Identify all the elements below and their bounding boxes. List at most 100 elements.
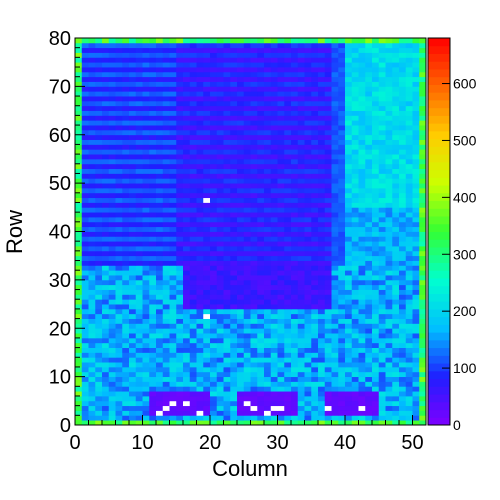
heatmap-cell [392,197,400,203]
heatmap-cell [95,163,103,170]
heatmap-cell [88,294,96,300]
heatmap-cell [284,192,292,199]
heatmap-cell [216,226,224,232]
heatmap-cell [203,255,211,261]
heatmap-cell [412,226,420,232]
heatmap-cell [304,120,312,126]
heatmap-cell [338,347,346,353]
heatmap-cell [399,86,407,92]
heatmap-cell [216,163,224,170]
heatmap-cell [351,420,359,426]
heatmap-cell [129,57,137,63]
heatmap-cell [419,42,427,49]
heatmap-cell [399,81,407,87]
heatmap-cell [142,221,150,228]
heatmap-cell [210,250,218,257]
heatmap-cell [257,304,265,310]
heatmap-cell [237,67,245,73]
heatmap-cell [318,313,326,319]
heatmap-cell [338,246,346,252]
heatmap-cell [142,279,150,286]
heatmap-cell [115,260,123,266]
heatmap-cell [392,149,400,155]
heatmap-cell [324,149,332,155]
heatmap-cell [372,376,380,382]
heatmap-cell [243,149,251,155]
heatmap-cell [156,47,164,53]
heatmap-cell [297,347,305,353]
heatmap-cell [270,391,278,397]
heatmap-cell [162,362,170,368]
heatmap-cell [264,47,272,53]
heatmap-cell [108,391,116,397]
heatmap-cell [250,333,258,339]
heatmap-cell [115,241,123,247]
heatmap-cell [149,415,157,421]
heatmap-cell [277,415,285,421]
colorbar-band [428,130,450,140]
heatmap-cell [358,352,366,358]
heatmap-cell [95,236,103,242]
heatmap-cell [291,347,299,353]
heatmap-cell [237,352,245,358]
heatmap-cell [210,420,218,426]
heatmap-cell [223,139,231,145]
heatmap-cell [270,241,278,247]
heatmap-cell [365,376,373,382]
heatmap-cell [243,323,251,329]
heatmap-cell [102,241,110,247]
heatmap-cell [277,366,285,373]
heatmap-cell [378,91,386,97]
heatmap-cell [196,100,204,107]
heatmap-cell [203,168,211,174]
heatmap-cell [264,105,272,111]
heatmap-cell [129,381,137,387]
heatmap-cell [405,158,413,165]
heatmap-cell [237,250,245,257]
heatmap-cell [162,342,170,348]
heatmap-cell [304,231,312,237]
heatmap-cell [196,294,204,300]
heatmap-cell [149,333,157,339]
heatmap-cell [338,284,346,290]
heatmap-cell [162,313,170,319]
heatmap-cells [75,38,427,426]
heatmap-cell [378,86,386,92]
heatmap-cell [372,400,380,407]
heatmap-cell [345,246,353,252]
heatmap-cell [311,275,319,281]
heatmap-cell [95,299,103,305]
heatmap-cell [216,275,224,281]
heatmap-cell [324,192,332,199]
heatmap-cell [392,352,400,358]
heatmap-cell [345,333,353,339]
heatmap-cell [88,265,96,271]
heatmap-cell [237,125,245,131]
heatmap-cell [324,362,332,368]
heatmap-cell [189,347,197,353]
heatmap-cell [372,381,380,387]
heatmap-cell [88,395,96,402]
heatmap-cell [331,163,339,170]
heatmap-cell [345,241,353,247]
heatmap-cell [189,120,197,126]
heatmap-cell [88,260,96,266]
heatmap-cell [196,246,204,252]
heatmap-cell [243,352,251,358]
heatmap-cell [129,202,137,208]
heatmap-cell [412,192,420,199]
heatmap-cell [149,400,157,407]
heatmap-cell [277,52,285,58]
heatmap-cell [324,67,332,73]
heatmap-cell [210,260,218,266]
heatmap-cell [372,173,380,179]
heatmap-cell [365,216,373,223]
heatmap-cell [372,168,380,174]
heatmap-cell [189,420,197,426]
heatmap-cell [149,255,157,261]
heatmap-cell [223,270,231,276]
heatmap-cell [270,410,278,416]
heatmap-cell [412,212,420,218]
heatmap-cell [95,270,103,276]
heatmap-cell [129,187,137,194]
